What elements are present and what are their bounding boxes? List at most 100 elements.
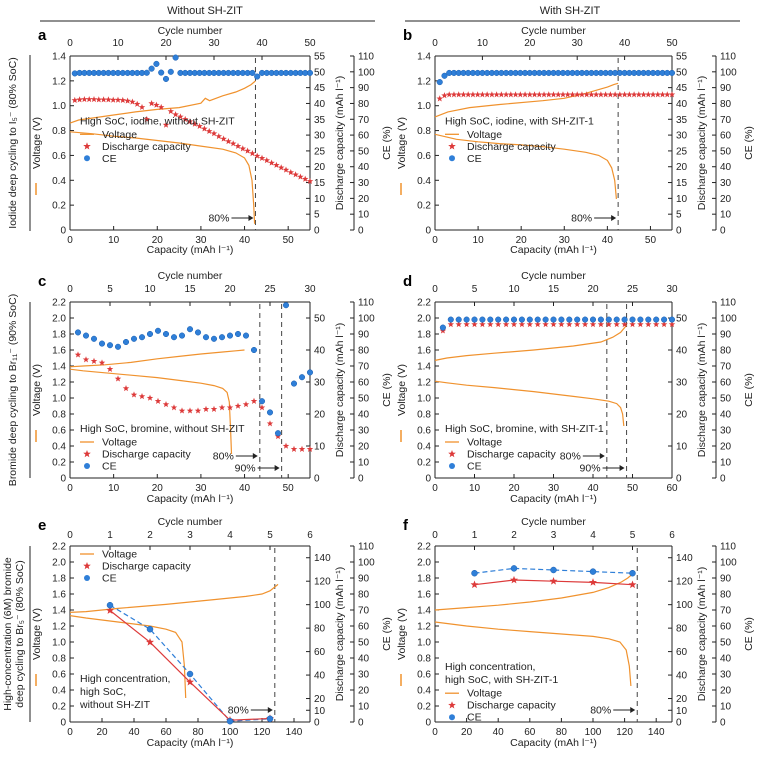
ce-point: [130, 335, 138, 342]
top-x-tick-label: 30: [208, 38, 220, 49]
capacity-point: [589, 578, 597, 586]
y-tick-label: 1.4: [52, 606, 66, 617]
capacity-point: [196, 122, 203, 129]
y-tick-label: 1.0: [52, 101, 66, 112]
right-tick-label: 10: [676, 442, 688, 453]
x-axis-label: Capacity (mAh l⁻¹): [510, 493, 597, 505]
capacity-point: [186, 118, 194, 125]
voltage-discharge-curve: [434, 133, 617, 199]
x-tick-label: 0: [432, 727, 438, 738]
ce-point: [441, 72, 448, 79]
capacity-point: [109, 96, 117, 103]
capacity-point: [493, 91, 500, 98]
ce-tick-label: 30: [720, 178, 732, 189]
marker-label: 80%: [208, 213, 229, 225]
ce-tick-label: 40: [358, 410, 370, 421]
capacity-point: [635, 91, 643, 98]
top-axis-label: Cycle number: [158, 516, 223, 528]
ce-tick-label: 70: [720, 362, 732, 373]
y-tick-label: 1.0: [52, 638, 66, 649]
top-x-tick-label: 50: [666, 38, 678, 49]
x-tick-label: 20: [461, 727, 473, 738]
right-tick-label: 0: [314, 474, 320, 485]
right-tick-label: 20: [676, 410, 688, 421]
ce-tick-label: 0: [358, 226, 364, 237]
y-tick-label: 1.4: [52, 52, 66, 63]
row-label-part: High-concentration (6M) bromide: [2, 557, 14, 711]
top-x-tick-label: 0: [432, 38, 438, 49]
ce-line: [474, 567, 633, 574]
y-tick-label: 2.0: [52, 558, 66, 569]
capacity-point: [611, 91, 619, 98]
ce-point: [550, 316, 557, 323]
ce-point: [661, 316, 668, 323]
capacity-point: [201, 125, 208, 132]
right-tick-label: 35: [314, 115, 326, 126]
ce-point: [487, 316, 494, 323]
capacity-point: [502, 91, 510, 98]
ce-point: [558, 316, 565, 323]
y-axis-label: Voltage (V): [396, 608, 408, 660]
ce-tick-label: 70: [720, 115, 732, 126]
capacity-point: [659, 91, 666, 98]
capacity-point: [597, 91, 605, 98]
capacity-point: [471, 321, 478, 328]
panel-label: c: [38, 273, 46, 290]
panel-note: high SoC, with SH-ZIT-1: [445, 674, 558, 686]
capacity-point: [494, 321, 502, 328]
legend-label-voltage: Voltage: [467, 688, 502, 700]
x-tick-label: 30: [559, 235, 571, 246]
capacity-point: [645, 321, 652, 328]
y-tick-label: 1.4: [52, 362, 66, 373]
y-tick-label: 0.4: [52, 176, 66, 187]
top-x-tick-label: 5: [107, 284, 113, 295]
capacity-point: [218, 404, 226, 411]
right-tick-label: 20: [314, 162, 326, 173]
y-tick-label: 0.6: [52, 426, 66, 437]
ce-tick-label: 10: [720, 210, 732, 221]
x-tick-label: 40: [239, 235, 251, 246]
y-tick-label: 0.6: [417, 670, 431, 681]
ce-point: [186, 670, 194, 678]
y-tick-label: 0.2: [417, 702, 431, 713]
right-tick-label: 45: [676, 83, 688, 94]
panel-label: a: [38, 27, 47, 44]
top-x-tick-label: 40: [256, 38, 268, 49]
panel-c: c 0 10 20 30 40 50 Capacity (mAh l⁻¹) 0 5 10 15 20 25…: [31, 270, 393, 505]
y-tick-label: 0.4: [417, 176, 431, 187]
marker-arrow-head: [252, 453, 258, 459]
panel-note: high SoC,: [80, 686, 126, 698]
legend-key-capacity: [83, 562, 91, 570]
ce-tick-label: 100: [720, 558, 737, 569]
capacity-point: [239, 145, 247, 152]
legend-label-ce: CE: [467, 461, 482, 473]
capacity-point: [133, 100, 141, 107]
capacity-point: [654, 91, 662, 98]
y-tick-label: 0.2: [417, 458, 431, 469]
ce-point: [471, 569, 478, 577]
capacity-point: [242, 401, 250, 408]
capacity-point: [122, 385, 130, 392]
capacity-point: [106, 606, 114, 614]
ce-tick-label: 80: [358, 590, 370, 601]
row-label: Bromide deep cycling to Br₁₁⁻ (90% SoC): [7, 294, 19, 486]
ce-point: [74, 329, 82, 336]
capacity-point: [258, 154, 266, 161]
capacity-point: [464, 91, 472, 98]
ce-tick-label: 70: [358, 362, 370, 373]
capacity-point: [292, 171, 299, 178]
right-tick-label: 0: [676, 718, 682, 729]
panel-label: b: [403, 27, 412, 44]
right-tick-label: 10: [676, 706, 688, 717]
ce-tick-label: 100: [358, 314, 375, 325]
ce-point: [162, 330, 170, 338]
y-tick-label: 0: [60, 474, 66, 485]
ce-point: [637, 316, 644, 323]
capacity-point: [153, 101, 160, 108]
ce-point: [90, 335, 98, 342]
capacity-point: [253, 152, 261, 159]
ce-point: [668, 316, 676, 323]
ce-tick-label: 60: [358, 131, 370, 142]
